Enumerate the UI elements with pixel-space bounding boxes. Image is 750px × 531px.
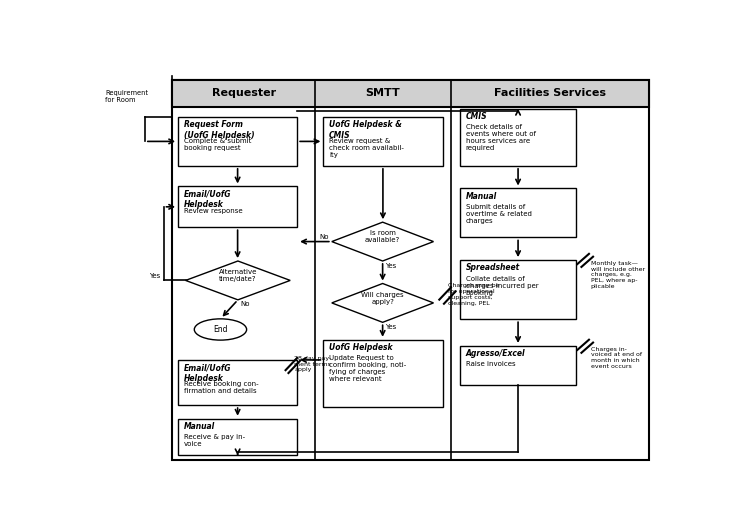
Text: No: No: [240, 302, 250, 307]
FancyBboxPatch shape: [323, 117, 442, 166]
FancyBboxPatch shape: [178, 360, 297, 405]
Text: Email/UofG
Helpdesk: Email/UofG Helpdesk: [184, 363, 231, 383]
Text: Will charges
apply?: Will charges apply?: [362, 292, 404, 304]
Text: Requester: Requester: [211, 88, 276, 98]
Text: UofG Helpdesk &
CMIS: UofG Helpdesk & CMIS: [329, 120, 402, 140]
Text: UofG Helpdesk: UofG Helpdesk: [329, 343, 393, 352]
FancyBboxPatch shape: [172, 80, 649, 107]
FancyBboxPatch shape: [178, 418, 297, 456]
Text: Requirement
for Room: Requirement for Room: [105, 90, 148, 104]
Text: Submit details of
overtime & related
charges: Submit details of overtime & related cha…: [466, 204, 532, 224]
FancyBboxPatch shape: [172, 80, 649, 460]
Text: CMIS: CMIS: [466, 112, 488, 121]
Text: Manual: Manual: [466, 192, 497, 201]
FancyBboxPatch shape: [460, 260, 576, 319]
Text: Monthly task—
will include other
charges, e.g.
PEL, where ap-
plicable: Monthly task— will include other charges…: [591, 261, 645, 289]
FancyBboxPatch shape: [178, 186, 297, 227]
Polygon shape: [185, 261, 290, 300]
Text: Manual: Manual: [184, 422, 215, 431]
Text: Request Form
(UofG Helpdesk): Request Form (UofG Helpdesk): [184, 120, 254, 140]
Ellipse shape: [194, 319, 247, 340]
Text: Update Request to
confirm booking, noti-
fying of charges
where relevant: Update Request to confirm booking, noti-…: [329, 355, 406, 382]
Text: Yes: Yes: [386, 263, 397, 269]
Text: Spreadsheet: Spreadsheet: [466, 263, 520, 272]
Text: End: End: [213, 325, 228, 334]
Text: Is room
available?: Is room available?: [365, 230, 400, 243]
FancyBboxPatch shape: [460, 189, 576, 237]
Text: Review request &
check room availabil-
ity: Review request & check room availabil- i…: [329, 138, 404, 158]
Text: Check details of
events where out of
hours services are
required: Check details of events where out of hou…: [466, 124, 536, 151]
Text: Collate details of
charges incurred per
booking: Collate details of charges incurred per …: [466, 276, 538, 296]
Text: No: No: [320, 235, 328, 241]
FancyBboxPatch shape: [178, 117, 297, 166]
Text: Review response: Review response: [184, 208, 242, 213]
Text: Facilities Services: Facilities Services: [494, 88, 606, 98]
Text: Receive booking con-
firmation and details: Receive booking con- firmation and detai…: [184, 381, 259, 395]
Text: 28 day pay-
ment terms
apply: 28 day pay- ment terms apply: [294, 356, 332, 372]
FancyBboxPatch shape: [460, 346, 576, 384]
Text: Agresso/Excel: Agresso/Excel: [466, 349, 525, 358]
Text: Receive & pay in-
voice: Receive & pay in- voice: [184, 434, 245, 447]
Text: Charges in-
voiced at end of
month in which
event occurs: Charges in- voiced at end of month in wh…: [591, 347, 642, 369]
Polygon shape: [332, 222, 434, 261]
Text: Alternative
time/date?: Alternative time/date?: [219, 269, 257, 282]
Text: Yes: Yes: [149, 272, 160, 279]
Text: Raise invoices: Raise invoices: [466, 362, 515, 367]
Text: Charges may be
for operational
support costs,
cleaning, PEL: Charges may be for operational support c…: [448, 283, 500, 306]
Text: Yes: Yes: [386, 324, 397, 330]
FancyBboxPatch shape: [460, 109, 576, 166]
FancyBboxPatch shape: [323, 340, 442, 407]
Polygon shape: [332, 284, 434, 322]
Text: SMTT: SMTT: [365, 88, 400, 98]
Text: Complete & submit
booking request: Complete & submit booking request: [184, 138, 251, 151]
Text: Email/UofG
Helpdesk: Email/UofG Helpdesk: [184, 190, 231, 209]
